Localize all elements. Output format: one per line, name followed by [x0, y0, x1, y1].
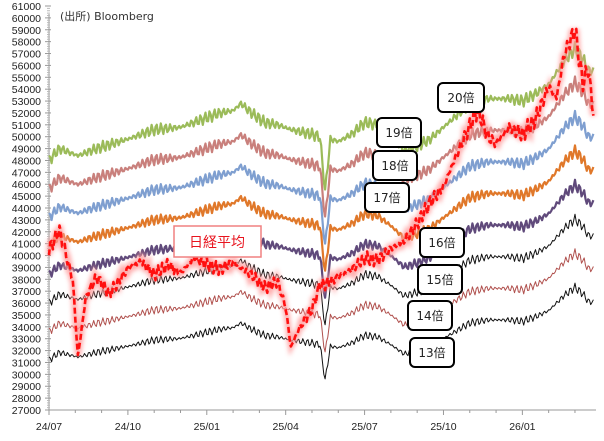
x-tick-label: 24/10: [115, 421, 141, 433]
x-tick-label: 25/07: [351, 421, 377, 433]
y-tick-label: 38000: [12, 274, 41, 286]
y-tick-label: 30000: [12, 369, 41, 381]
y-tick-label: 27000: [12, 405, 41, 417]
y-tick-label: 35000: [12, 310, 41, 322]
band-line-13x: [48, 282, 594, 380]
y-tick-label: 42000: [12, 227, 41, 239]
y-tick-label: 47000: [12, 167, 41, 179]
label-16x-text: 16倍: [428, 235, 455, 250]
nikkei-series: [46, 27, 597, 357]
y-tick-label: 52000: [12, 108, 41, 120]
y-tick-label: 61000: [12, 1, 41, 13]
y-tick-label: 56000: [12, 60, 41, 72]
label-13x-text: 13倍: [418, 345, 445, 360]
y-tick-label: 39000: [12, 262, 41, 274]
label-18x-text: 18倍: [381, 158, 408, 173]
y-tick-label: 28000: [12, 393, 41, 405]
x-tick-label: 24/07: [36, 421, 62, 433]
label-nikkei: 日経平均: [173, 225, 262, 258]
label-18x: 18倍: [372, 150, 418, 181]
y-tick-label: 58000: [12, 37, 41, 49]
x-tick-label: 25/01: [194, 421, 220, 433]
label-15x: 15倍: [417, 264, 463, 295]
y-tick-label: 31000: [12, 357, 41, 369]
axes: 2700028000290003000031000320003300034000…: [12, 1, 596, 433]
band-line-17x: [48, 144, 595, 272]
y-tick-label: 55000: [12, 72, 41, 84]
y-tick-label: 60000: [12, 13, 41, 25]
band-line-14x: [48, 248, 594, 353]
x-tick-label: 26/01: [509, 421, 535, 433]
label-14x-text: 14倍: [416, 308, 443, 323]
series-labels: 20倍 19倍 18倍 17倍 16倍 15倍 14倍 13倍 日経平均: [173, 82, 485, 368]
band-line-20x: [48, 40, 595, 191]
label-13x: 13倍: [409, 337, 455, 368]
y-tick-label: 32000: [12, 346, 41, 358]
y-tick-label: 49000: [12, 144, 41, 156]
label-nikkei-text: 日経平均: [189, 235, 245, 251]
nikkei-line: [47, 27, 595, 357]
label-20x: 20倍: [437, 82, 485, 113]
label-16x: 16倍: [419, 227, 465, 258]
y-tick-label: 33000: [12, 334, 41, 346]
y-tick-label: 44000: [12, 203, 41, 215]
y-tick-label: 41000: [12, 239, 41, 251]
y-tick-label: 59000: [12, 25, 41, 37]
label-15x-text: 15倍: [426, 272, 453, 287]
source-note: (出所) Bloomberg: [60, 9, 154, 23]
y-tick-label: 51000: [12, 120, 41, 132]
y-tick-label: 46000: [12, 179, 41, 191]
y-tick-label: 34000: [12, 322, 41, 334]
y-tick-label: 57000: [12, 49, 41, 61]
label-17x: 17倍: [364, 182, 410, 213]
y-tick-label: 50000: [12, 132, 41, 144]
y-tick-label: 37000: [12, 286, 41, 298]
x-tick-label: 25/04: [273, 421, 299, 433]
label-14x: 14倍: [407, 300, 453, 331]
band-line-18x: [48, 109, 595, 245]
pe-band-lines: [48, 40, 595, 380]
y-tick-label: 54000: [12, 84, 41, 96]
x-tick-label: 25/10: [430, 421, 456, 433]
y-tick-label: 48000: [12, 155, 41, 167]
label-20x-text: 20倍: [447, 90, 474, 105]
y-tick-label: 40000: [12, 251, 41, 263]
y-tick-label: 53000: [12, 96, 41, 108]
label-19x: 19倍: [376, 117, 422, 148]
label-17x-text: 17倍: [373, 190, 400, 205]
y-tick-label: 29000: [12, 381, 41, 393]
y-tick-label: 36000: [12, 298, 41, 310]
y-tick-label: 43000: [12, 215, 41, 227]
label-19x-text: 19倍: [385, 125, 412, 140]
y-tick-label: 45000: [12, 191, 41, 203]
